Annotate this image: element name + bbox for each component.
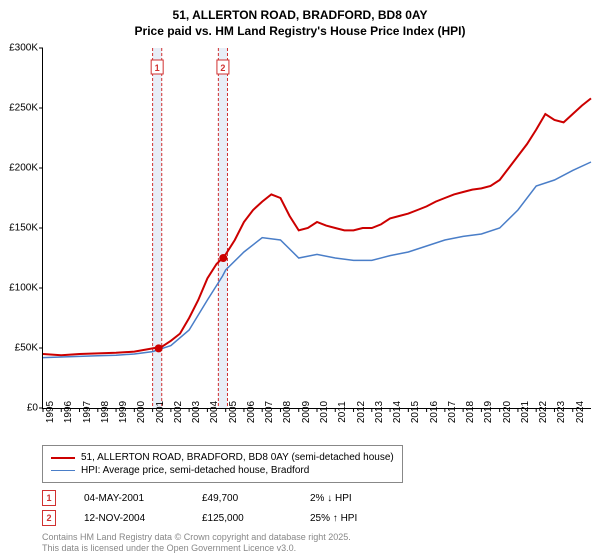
- y-tick-label: £300K: [9, 43, 38, 54]
- chart-svg: 12: [43, 48, 591, 408]
- chart-area: 12: [42, 48, 591, 409]
- sale-delta: 25% ↑ HPI: [310, 513, 357, 524]
- x-tick-label: 2006: [246, 401, 257, 423]
- footer-line1: Contains HM Land Registry data © Crown c…: [42, 532, 351, 543]
- x-tick-label: 1999: [118, 401, 129, 423]
- x-tick-label: 1997: [82, 401, 93, 423]
- x-tick-label: 2012: [356, 401, 367, 423]
- x-tick-label: 2015: [410, 401, 421, 423]
- legend-swatch: [51, 457, 75, 459]
- svg-text:1: 1: [155, 63, 160, 73]
- x-tick-label: 2013: [374, 401, 385, 423]
- x-tick-label: 2008: [282, 401, 293, 423]
- sale-date: 12-NOV-2004: [84, 513, 174, 524]
- x-tick-label: 2011: [337, 401, 348, 423]
- sale-marker-icon: 2: [42, 510, 56, 526]
- sale-date: 04-MAY-2001: [84, 493, 174, 504]
- sale-row-1: 1 04-MAY-2001 £49,700 2% ↓ HPI: [42, 490, 352, 506]
- x-tick-label: 2019: [483, 401, 494, 423]
- x-tick-label: 2018: [465, 401, 476, 423]
- y-tick-label: £100K: [9, 283, 38, 294]
- x-tick-label: 2010: [319, 401, 330, 423]
- x-tick-label: 2023: [556, 401, 567, 423]
- x-tick-label: 2007: [264, 401, 275, 423]
- legend-swatch: [51, 470, 75, 472]
- x-tick-label: 2000: [136, 401, 147, 423]
- title-line1: 51, ALLERTON ROAD, BRADFORD, BD8 0AY: [0, 8, 600, 24]
- x-tick-label: 2004: [209, 401, 220, 423]
- x-tick-label: 1996: [63, 401, 74, 423]
- x-tick-label: 2002: [173, 401, 184, 423]
- x-tick-label: 2003: [191, 401, 202, 423]
- y-tick-label: £0: [27, 403, 38, 414]
- legend-box: 51, ALLERTON ROAD, BRADFORD, BD8 0AY (se…: [42, 445, 403, 483]
- x-tick-label: 1998: [100, 401, 111, 423]
- sale-price: £49,700: [202, 493, 282, 504]
- x-tick-label: 2005: [228, 401, 239, 423]
- legend-item-hpi: HPI: Average price, semi-detached house,…: [51, 465, 394, 476]
- legend-label: 51, ALLERTON ROAD, BRADFORD, BD8 0AY (se…: [81, 452, 394, 463]
- title-block: 51, ALLERTON ROAD, BRADFORD, BD8 0AY Pri…: [0, 0, 600, 39]
- legend-item-price-paid: 51, ALLERTON ROAD, BRADFORD, BD8 0AY (se…: [51, 452, 394, 463]
- legend-label: HPI: Average price, semi-detached house,…: [81, 465, 309, 476]
- x-tick-label: 2009: [301, 401, 312, 423]
- sale-row-2: 2 12-NOV-2004 £125,000 25% ↑ HPI: [42, 510, 357, 526]
- footer-line2: This data is licensed under the Open Gov…: [42, 543, 351, 554]
- title-line2: Price paid vs. HM Land Registry's House …: [0, 24, 600, 40]
- x-tick-label: 2014: [392, 401, 403, 423]
- x-tick-label: 2001: [155, 401, 166, 423]
- footer: Contains HM Land Registry data © Crown c…: [42, 532, 351, 554]
- y-tick-label: £200K: [9, 163, 38, 174]
- y-tick-label: £250K: [9, 103, 38, 114]
- sale-price: £125,000: [202, 513, 282, 524]
- x-tick-label: 1995: [45, 401, 56, 423]
- sale-marker-icon: 1: [42, 490, 56, 506]
- y-tick-label: £50K: [15, 343, 38, 354]
- sale-delta: 2% ↓ HPI: [310, 493, 352, 504]
- x-tick-label: 2021: [520, 401, 531, 423]
- x-tick-label: 2016: [429, 401, 440, 423]
- chart-container: 51, ALLERTON ROAD, BRADFORD, BD8 0AY Pri…: [0, 0, 600, 560]
- x-tick-label: 2017: [447, 401, 458, 423]
- y-tick-label: £150K: [9, 223, 38, 234]
- x-tick-label: 2020: [502, 401, 513, 423]
- svg-text:2: 2: [220, 63, 225, 73]
- x-tick-label: 2022: [538, 401, 549, 423]
- x-tick-label: 2024: [575, 401, 586, 423]
